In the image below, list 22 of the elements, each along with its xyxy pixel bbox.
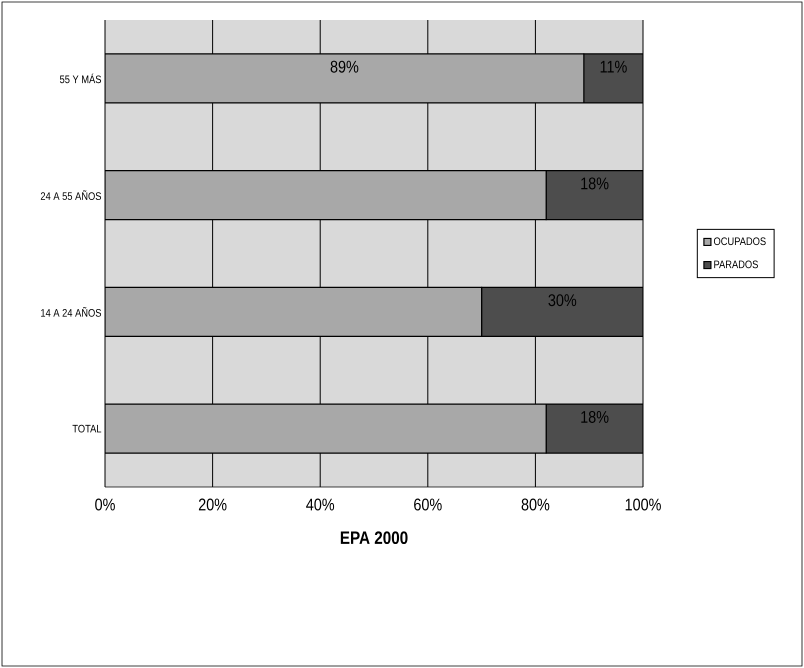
y-tick-label: 24 A 55 AÑOS bbox=[40, 190, 102, 200]
y-tick-label: 55 Y MÁS bbox=[60, 74, 102, 84]
bar bbox=[105, 170, 547, 220]
x-tick-label: 60% bbox=[414, 498, 442, 511]
data-label: 18% bbox=[581, 177, 608, 190]
x-tick-label: 20% bbox=[198, 498, 226, 511]
bar bbox=[105, 404, 547, 454]
x-tick-label: 80% bbox=[522, 498, 550, 511]
y-tick-label: TOTAL bbox=[72, 424, 102, 433]
data-label: 11% bbox=[600, 60, 627, 73]
x-tick-label: 0% bbox=[95, 498, 115, 511]
x-axis-title: EPA 2000 bbox=[340, 531, 408, 544]
y-tick-label: 14 A 24 AÑOS bbox=[41, 307, 102, 317]
data-label: 89% bbox=[330, 60, 358, 73]
data-label: 18% bbox=[581, 410, 608, 423]
data-label: 30% bbox=[548, 294, 576, 306]
legend-label: PARADOS bbox=[714, 260, 758, 268]
bar bbox=[105, 286, 482, 337]
legend-label: OCUPADOS bbox=[714, 237, 766, 246]
x-tick-label: 100% bbox=[626, 498, 661, 511]
bar bbox=[105, 53, 584, 104]
x-tick-label: 40% bbox=[306, 498, 334, 511]
